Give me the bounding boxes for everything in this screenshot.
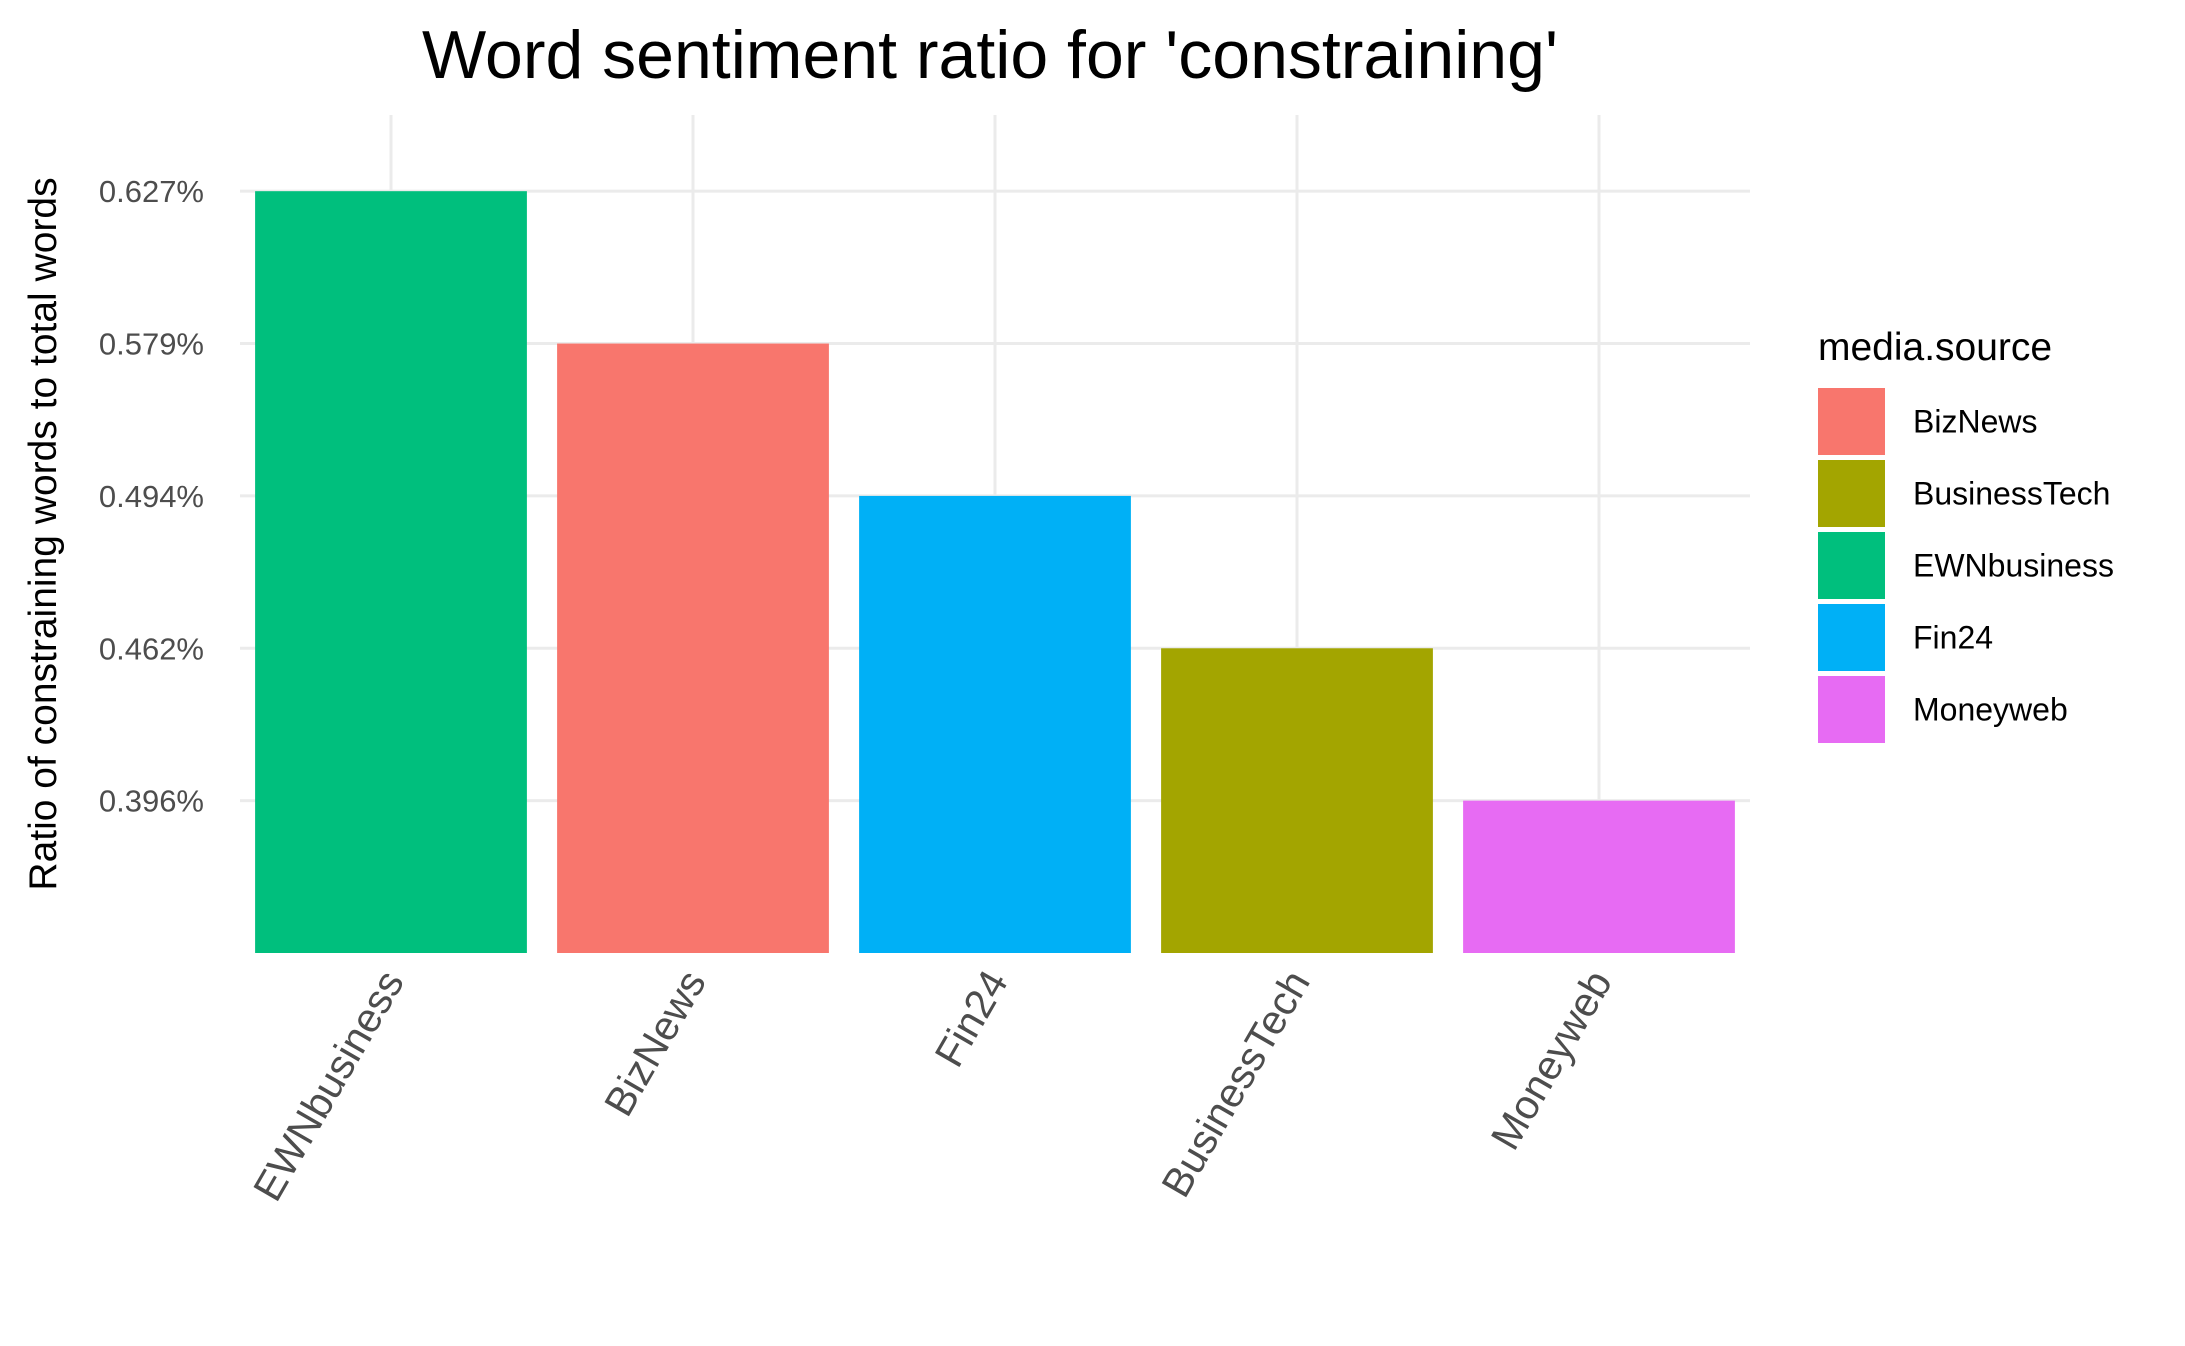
legend-key [1818,676,1885,743]
y-axis-title: Ratio of constraining words to total wor… [22,177,65,890]
plot-panel: 0.396% 0.462% 0.494% 0.579% 0.627% EWNbusines… [99,115,1750,1208]
legend-label: BizNews [1913,404,2037,440]
legend-label: BusinessTech [1913,476,2110,512]
legend: media.source BizNews BusinessTech EWNbusin… [1818,326,2114,743]
legend-key [1818,532,1885,599]
legend-key [1818,604,1885,671]
x-tick-label: BusinessTech [1152,963,1318,1205]
legend-label: EWNbusiness [1913,548,2114,584]
y-tick-label: 0.579% [99,327,204,362]
y-tick-label: 0.627% [99,174,204,209]
x-tick-label: Fin24 [926,963,1017,1075]
legend-key [1818,460,1885,527]
bar-moneyweb [1463,800,1735,953]
bar-fin24 [859,495,1131,953]
x-tick-label: EWNbusiness [244,963,413,1209]
y-tick-label: 0.396% [99,784,204,819]
bar-businesstech [1161,648,1433,953]
x-tick-label: BizNews [595,963,715,1124]
y-tick-label: 0.494% [99,479,204,514]
legend-label: Moneyweb [1913,692,2068,728]
bar-ewnbusiness [255,191,527,953]
bar-biznews [557,343,829,954]
legend-label: Fin24 [1913,620,1993,656]
legend-title: media.source [1818,326,2052,369]
x-tick-label: Moneyweb [1482,963,1621,1158]
legend-entries: BizNews BusinessTech EWNbusiness Fin24 Money… [1818,388,2114,743]
y-tick-label: 0.462% [99,631,204,666]
legend-key [1818,388,1885,455]
chart-title: Word sentiment ratio for 'constraining' [422,17,1558,93]
